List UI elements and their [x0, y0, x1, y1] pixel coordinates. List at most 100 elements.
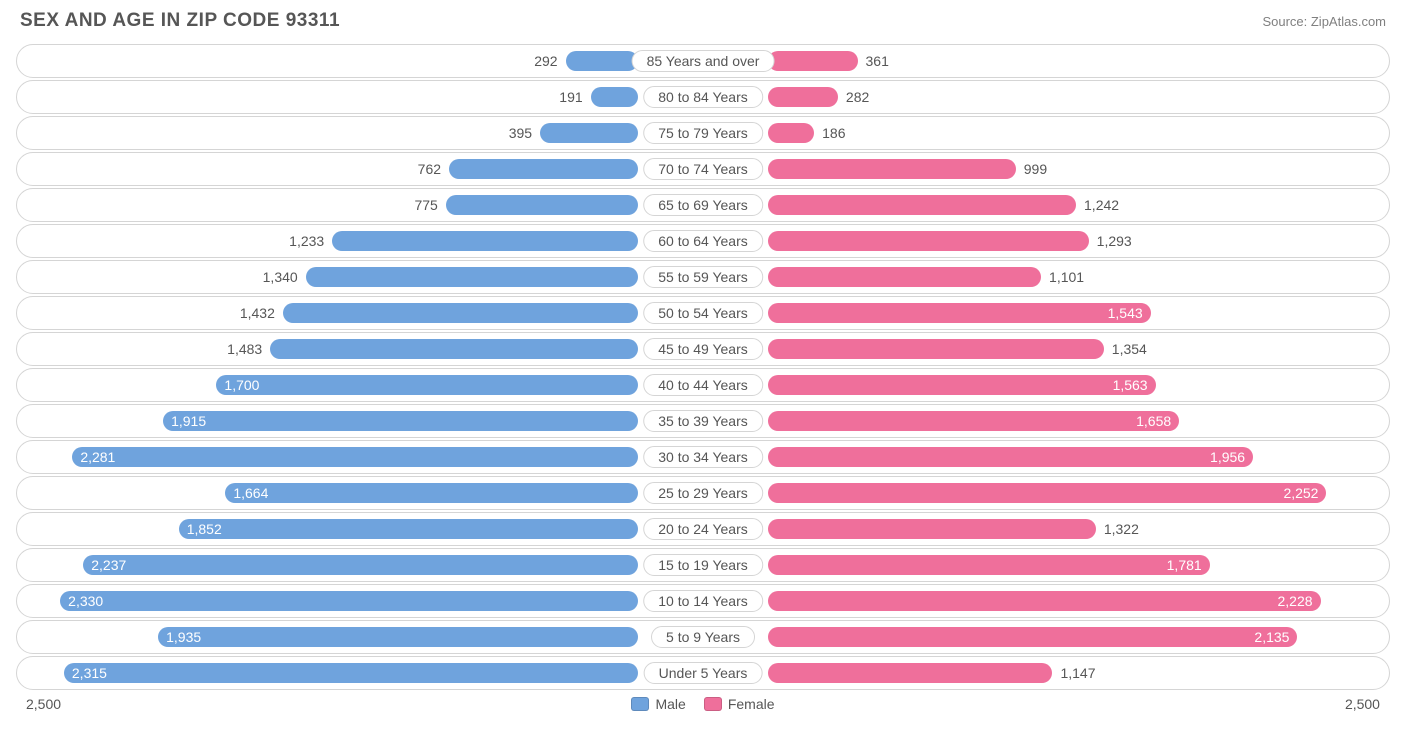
age-category-label: 60 to 64 Years — [643, 230, 763, 252]
male-bar: 2,330 — [60, 591, 638, 611]
chart-title: SEX AND AGE IN ZIP CODE 93311 — [20, 10, 340, 32]
female-bar: 1,147 — [768, 663, 1052, 683]
age-category-label: 35 to 39 Years — [643, 410, 763, 432]
male-value: 2,281 — [80, 449, 115, 465]
male-value: 2,315 — [72, 665, 107, 681]
pyramid-row: 2,237 1,781 15 to 19 Years — [16, 548, 1390, 582]
female-bar: 2,228 — [768, 591, 1321, 611]
legend-swatch-female — [704, 697, 722, 711]
age-category-label: 65 to 69 Years — [643, 194, 763, 216]
female-bar: 1,322 — [768, 519, 1096, 539]
female-value: 1,293 — [1089, 233, 1132, 249]
age-category-label: 80 to 84 Years — [643, 86, 763, 108]
female-bar: 1,354 — [768, 339, 1104, 359]
age-category-label: 50 to 54 Years — [643, 302, 763, 324]
pyramid-row: 19128280 to 84 Years — [16, 80, 1390, 114]
pyramid-row: 29236185 Years and over — [16, 44, 1390, 78]
female-bar: 2,252 — [768, 483, 1326, 503]
female-value: 1,322 — [1096, 521, 1139, 537]
female-bar: 1,658 — [768, 411, 1179, 431]
female-bar: 1,242 — [768, 195, 1076, 215]
legend-label-female: Female — [728, 696, 775, 712]
chart-source: Source: ZipAtlas.com — [1262, 14, 1386, 29]
age-category-label: Under 5 Years — [644, 662, 763, 684]
male-bar: 1,852 — [179, 519, 638, 539]
legend-item-male: Male — [631, 696, 685, 712]
male-bar: 775 — [446, 195, 638, 215]
female-value: 1,543 — [1108, 305, 1143, 321]
female-value: 361 — [858, 53, 889, 69]
age-category-label: 70 to 74 Years — [643, 158, 763, 180]
male-bar: 2,237 — [83, 555, 638, 575]
female-value: 2,135 — [1254, 629, 1289, 645]
chart-footer: 2,500 Male Female 2,500 — [16, 696, 1390, 712]
female-bar: 999 — [768, 159, 1016, 179]
axis-left-max: 2,500 — [26, 696, 61, 712]
female-value: 999 — [1016, 161, 1047, 177]
female-value: 1,242 — [1076, 197, 1119, 213]
female-value: 2,252 — [1283, 485, 1318, 501]
male-bar: 2,281 — [72, 447, 638, 467]
population-pyramid-chart: 29236185 Years and over19128280 to 84 Ye… — [16, 44, 1390, 690]
pyramid-row: 1,8521,32220 to 24 Years — [16, 512, 1390, 546]
pyramid-row: 1,4831,35445 to 49 Years — [16, 332, 1390, 366]
age-category-label: 55 to 59 Years — [643, 266, 763, 288]
male-bar: 1,483 — [270, 339, 638, 359]
female-bar: 1,293 — [768, 231, 1089, 251]
male-value: 1,935 — [166, 629, 201, 645]
female-value: 1,354 — [1104, 341, 1147, 357]
female-value: 1,956 — [1210, 449, 1245, 465]
male-bar: 1,432 — [283, 303, 638, 323]
male-value: 1,915 — [171, 413, 206, 429]
female-value: 1,563 — [1113, 377, 1148, 393]
legend-item-female: Female — [704, 696, 775, 712]
pyramid-row: 1,700 1,563 40 to 44 Years — [16, 368, 1390, 402]
pyramid-row: 2,281 1,956 30 to 34 Years — [16, 440, 1390, 474]
female-bar: 1,781 — [768, 555, 1210, 575]
age-category-label: 15 to 19 Years — [643, 554, 763, 576]
age-category-label: 40 to 44 Years — [643, 374, 763, 396]
male-value: 2,237 — [91, 557, 126, 573]
female-value: 1,101 — [1041, 269, 1084, 285]
pyramid-row: 76299970 to 74 Years — [16, 152, 1390, 186]
legend-label-male: Male — [655, 696, 685, 712]
female-bar: 361 — [768, 51, 858, 71]
male-bar: 1,935 — [158, 627, 638, 647]
pyramid-row: 1,915 1,658 35 to 39 Years — [16, 404, 1390, 438]
male-value: 1,233 — [289, 233, 332, 249]
male-bar: 1,664 — [225, 483, 638, 503]
pyramid-row: 1,935 2,135 5 to 9 Years — [16, 620, 1390, 654]
age-category-label: 5 to 9 Years — [651, 626, 755, 648]
male-value: 1,432 — [240, 305, 283, 321]
pyramid-row: 2,3151,147Under 5 Years — [16, 656, 1390, 690]
male-value: 1,483 — [227, 341, 270, 357]
age-category-label: 85 Years and over — [632, 50, 775, 72]
female-value: 186 — [814, 125, 845, 141]
axis-right-max: 2,500 — [1345, 696, 1380, 712]
female-value: 2,228 — [1277, 593, 1312, 609]
male-bar: 1,700 — [216, 375, 638, 395]
male-bar: 1,340 — [306, 267, 638, 287]
pyramid-row: 1,2331,29360 to 64 Years — [16, 224, 1390, 258]
legend-swatch-male — [631, 697, 649, 711]
male-value: 2,330 — [68, 593, 103, 609]
male-value: 1,664 — [233, 485, 268, 501]
pyramid-row: 2,3302,22810 to 14 Years — [16, 584, 1390, 618]
female-value: 1,658 — [1136, 413, 1171, 429]
male-bar: 1,233 — [332, 231, 638, 251]
age-category-label: 20 to 24 Years — [643, 518, 763, 540]
pyramid-row: 7751,24265 to 69 Years — [16, 188, 1390, 222]
age-category-label: 30 to 34 Years — [643, 446, 763, 468]
female-value: 1,147 — [1052, 665, 1095, 681]
male-value: 762 — [418, 161, 449, 177]
male-value: 1,700 — [224, 377, 259, 393]
male-value: 775 — [414, 197, 445, 213]
male-bar: 395 — [540, 123, 638, 143]
pyramid-row: 39518675 to 79 Years — [16, 116, 1390, 150]
female-bar: 1,956 — [768, 447, 1253, 467]
female-bar: 1,563 — [768, 375, 1156, 395]
female-value: 1,781 — [1167, 557, 1202, 573]
female-bar: 1,543 — [768, 303, 1151, 323]
age-category-label: 45 to 49 Years — [643, 338, 763, 360]
male-value: 1,340 — [263, 269, 306, 285]
